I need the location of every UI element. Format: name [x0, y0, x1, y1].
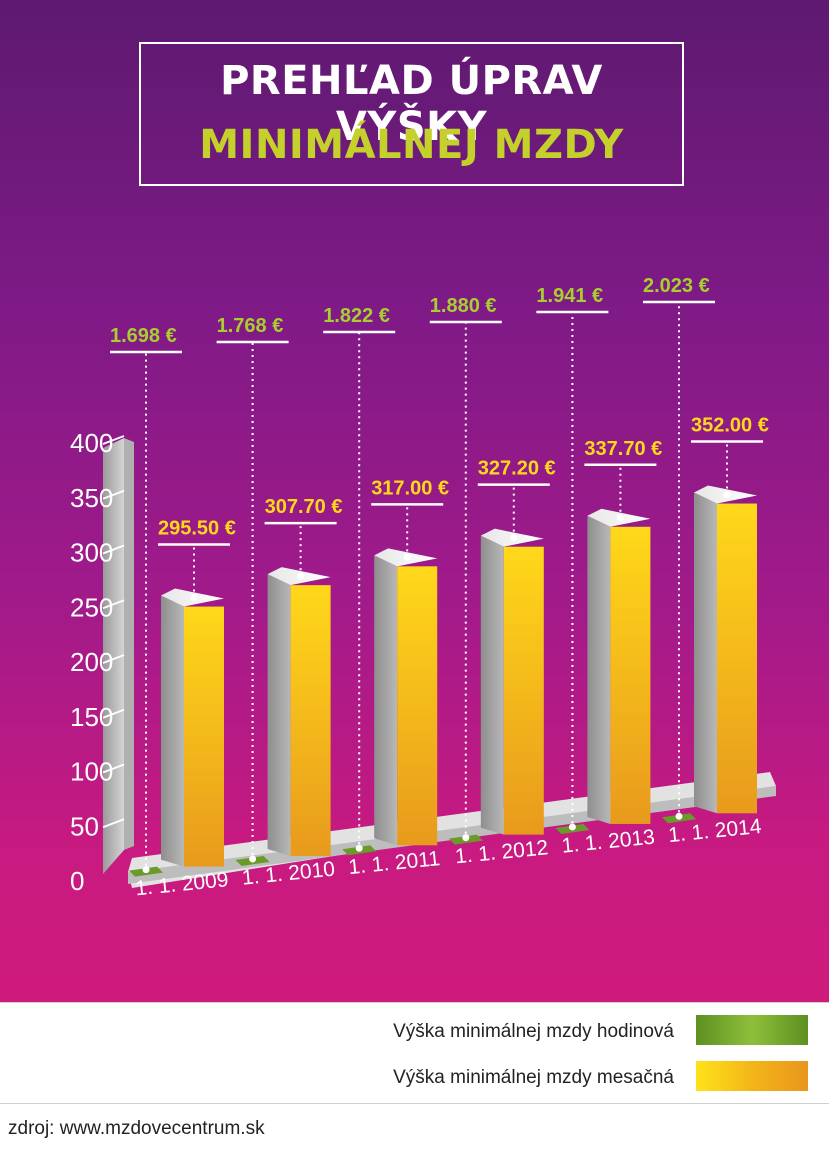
y-tick-label: 250 — [70, 592, 113, 622]
title-box: PREHĽAD ÚPRAV VÝŠKY MINIMÁLNEJ MZDY — [139, 42, 684, 186]
bar-monthly — [184, 606, 224, 867]
bar-monthly — [717, 503, 757, 814]
data-label-monthly: 327.20 € — [478, 458, 556, 480]
legend-label-monthly: Výška minimálnej mzdy mesačná — [393, 1067, 674, 1088]
data-label-monthly: 352.00 € — [691, 415, 769, 437]
legend-swatch-hourly — [696, 1015, 808, 1045]
bar-monthly — [503, 546, 544, 835]
bar-side — [587, 515, 611, 824]
data-label-monthly: 307.70 € — [265, 496, 343, 518]
y-tick-label: 0 — [70, 866, 84, 896]
legend: Výška minimálnej mzdy hodinová Výška min… — [0, 1002, 829, 1104]
bar-monthly — [397, 566, 438, 846]
legend-swatch-monthly — [696, 1061, 808, 1091]
y-tick-label: 200 — [70, 647, 113, 677]
data-label-monthly: 317.00 € — [371, 477, 449, 499]
chart-subtitle: MINIMÁLNEJ MZDY — [199, 122, 624, 168]
data-point-hourly — [675, 812, 683, 820]
y-tick-mark — [102, 654, 125, 664]
y-tick-mark — [102, 489, 125, 500]
data-point-hourly — [249, 855, 257, 863]
y-tick-label: 350 — [70, 483, 113, 513]
y-tick-label: 300 — [70, 538, 113, 568]
bar-side — [374, 555, 398, 846]
bar-monthly — [290, 585, 331, 856]
data-label-hourly: 1.698 € — [110, 325, 177, 347]
data-point-hourly — [355, 844, 363, 852]
data-point-hourly — [462, 834, 470, 842]
y-tick-label: 400 — [70, 428, 113, 458]
y-tick-mark — [102, 435, 125, 445]
data-label-hourly: 2.023 € — [643, 275, 710, 297]
y-tick-label: 150 — [70, 702, 113, 732]
legend-label-hourly: Výška minimálnej mzdy hodinová — [393, 1021, 674, 1042]
bar-side — [267, 574, 291, 856]
y-tick-mark — [102, 599, 125, 610]
y-axis-side — [124, 438, 134, 850]
bar-side — [161, 595, 184, 867]
y-tick-mark — [102, 708, 125, 719]
bar-monthly — [610, 526, 651, 824]
y-tick-mark — [102, 763, 125, 774]
y-tick-mark — [102, 818, 125, 829]
data-label-hourly: 1.768 € — [217, 315, 284, 337]
y-tick-mark — [102, 544, 125, 555]
data-point-hourly — [142, 866, 150, 874]
data-point-hourly — [568, 823, 576, 831]
y-tick-label: 50 — [70, 811, 99, 841]
bar-chart: 0 50 100 150 200 250 300 350 400 295.50 € 1.698 €… — [70, 275, 776, 896]
bar-side — [694, 492, 717, 814]
y-tick-label: 100 — [70, 757, 113, 787]
data-label-monthly: 337.70 € — [584, 438, 662, 460]
chart-title: PREHĽAD ÚPRAV VÝŠKY — [220, 58, 603, 150]
source-note: zdroj: www.mzdovecentrum.sk — [8, 1118, 265, 1139]
data-label-hourly: 1.822 € — [323, 305, 390, 327]
data-label-hourly: 1.880 € — [430, 295, 497, 317]
data-label-hourly: 1.941 € — [536, 285, 603, 307]
bar-side — [480, 535, 504, 835]
data-label-monthly: 295.50 € — [158, 518, 236, 540]
